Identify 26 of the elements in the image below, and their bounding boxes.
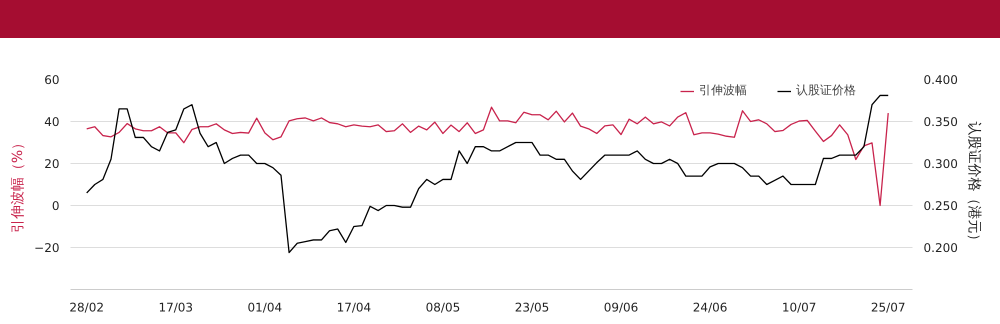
x-tick-label: 01/04: [248, 300, 282, 314]
x-tick-label: 09/06: [604, 300, 638, 314]
y-axis-title: 引伸波幅（%）: [10, 136, 26, 234]
y-tick-label: −20: [34, 241, 60, 255]
legend-label: 认股证价格: [796, 82, 856, 99]
y2-tick-label: 0.300: [924, 157, 958, 171]
x-tick-label: 28/02: [69, 300, 104, 314]
y2-tick-label: 0.200: [924, 241, 958, 255]
x-tick-label: 24/06: [692, 300, 728, 314]
legend-label: 引伸波幅: [699, 82, 747, 99]
x-tick-label: 23/05: [514, 300, 550, 314]
y-tick-label: 20: [44, 157, 60, 171]
x-tick-label: 25/07: [870, 300, 906, 314]
x-tick-label: 08/05: [426, 300, 460, 314]
y-tick-label: 0: [52, 199, 60, 213]
y2-tick-label: 0.250: [924, 199, 958, 213]
x-tick-label: 17/04: [336, 300, 372, 314]
x-tick-label: 10/07: [782, 300, 816, 314]
y-tick-label: 40: [44, 115, 60, 129]
y-tick-label: 60: [44, 73, 60, 87]
y2-tick-label: 0.350: [924, 115, 958, 129]
y2-tick-label: 0.400: [924, 73, 958, 87]
y2-axis-title: 认股证价格（港元）: [966, 122, 982, 248]
line-series: [86, 94, 889, 254]
x-tick-label: 17/03: [158, 300, 194, 314]
line-series: [86, 106, 889, 206]
